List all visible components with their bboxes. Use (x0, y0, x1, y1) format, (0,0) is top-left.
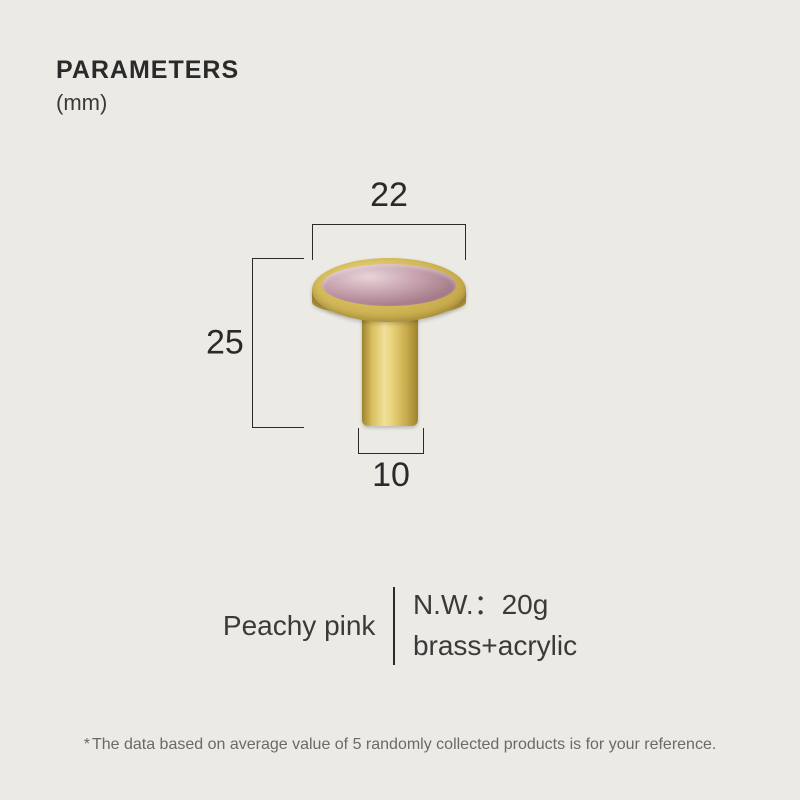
dimension-left-value: 25 (206, 324, 244, 363)
dimension-top-bracket (312, 224, 466, 260)
dimension-bottom-bracket (358, 428, 424, 454)
product-info-inner: Peachy pink N.W.：20g brass+acrylic (223, 585, 577, 666)
dimension-left: 25 (230, 258, 304, 428)
footnote: *The data based on average value of 5 ra… (0, 736, 800, 754)
dimension-top: 22 (312, 180, 466, 250)
weight-line: N.W.：20g (413, 585, 577, 626)
dimension-left-bracket (252, 258, 304, 428)
dimension-top-value: 22 (312, 176, 466, 215)
unit-label: (mm) (56, 90, 107, 116)
footnote-text: The data based on average value of 5 ran… (92, 736, 716, 753)
asterisk-icon: * (84, 736, 90, 753)
dimension-bottom: 10 (358, 428, 424, 488)
page-title: PARAMETERS (56, 56, 239, 85)
color-name: Peachy pink (223, 610, 394, 642)
weight-value: 20g (502, 589, 549, 620)
weight-label: N.W.： (413, 589, 502, 620)
dimension-diagram: 22 25 10 (280, 180, 540, 530)
product-shaft (362, 304, 418, 426)
product-info: Peachy pink N.W.：20g brass+acrylic (0, 585, 800, 666)
dimension-bottom-value: 10 (358, 456, 424, 495)
material-line: brass+acrylic (413, 626, 577, 667)
info-right: N.W.：20g brass+acrylic (395, 585, 577, 666)
product-cap (312, 258, 466, 322)
